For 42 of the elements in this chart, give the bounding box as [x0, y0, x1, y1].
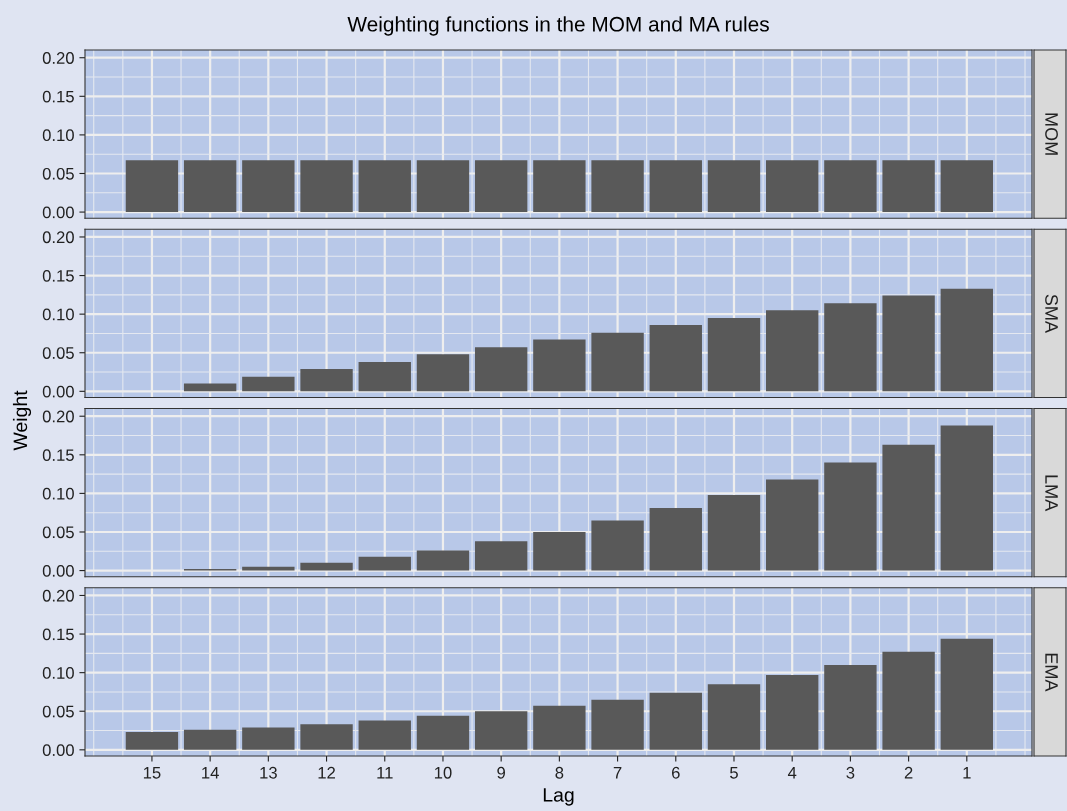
- y-tick-label: 0.05: [42, 526, 74, 539]
- x-tick-label: 13: [260, 766, 277, 779]
- y-tick-label: 0.05: [42, 167, 74, 180]
- y-tick-label: 0.15: [42, 449, 74, 462]
- x-tick-label: 4: [787, 767, 797, 779]
- x-axis-title: Lag: [543, 788, 574, 806]
- y-tick-label: 0.15: [42, 269, 74, 282]
- text: SMA: [1045, 294, 1058, 333]
- y-tick-label: 0.05: [42, 705, 74, 718]
- y-tick-label: 0.15: [42, 628, 74, 641]
- x-tick-label: 2: [904, 766, 913, 779]
- y-tick-label: 0.20: [42, 52, 74, 64]
- y-tick-label: 0.15: [42, 90, 74, 103]
- y-tick-label: 0.00: [42, 206, 74, 219]
- y-tick-label: 0.05: [42, 347, 74, 359]
- y-tick-label: 0.10: [42, 487, 74, 500]
- x-tick-label: 8: [555, 766, 564, 779]
- x-tick-label: 10: [434, 766, 452, 779]
- x-tick-label: 3: [846, 766, 855, 779]
- x-tick-label: 15: [143, 767, 161, 779]
- x-tick-label: 1: [963, 767, 971, 779]
- y-tick-label: 0.00: [42, 564, 74, 577]
- x-tick-label: 6: [672, 766, 680, 779]
- text: LMA: [1045, 475, 1058, 512]
- y-tick-label: 0.10: [42, 308, 74, 321]
- y-tick-label: 0.20: [42, 231, 74, 244]
- text: MOM: [1045, 113, 1058, 155]
- y-axis-title: Weight: [12, 390, 32, 451]
- y-tick-label: 0.20: [42, 589, 74, 602]
- y-tick-label: 0.10: [42, 667, 74, 679]
- chart-title: Weighting functions in the MOM and MA rules: [347, 16, 769, 36]
- x-tick-label: 5: [730, 767, 738, 779]
- text: EMA: [1045, 653, 1058, 692]
- x-tick-label: 9: [497, 766, 506, 779]
- x-tick-label: 12: [318, 766, 335, 779]
- y-tick-label: 0.20: [42, 410, 74, 423]
- x-tick-label: 14: [202, 767, 219, 779]
- x-tick-label: 7: [613, 767, 622, 779]
- y-tick-label: 0.00: [42, 385, 74, 398]
- y-tick-label: 0.10: [42, 129, 74, 142]
- y-tick-label: 0.00: [42, 744, 74, 757]
- x-tick-label: 11: [377, 767, 393, 779]
